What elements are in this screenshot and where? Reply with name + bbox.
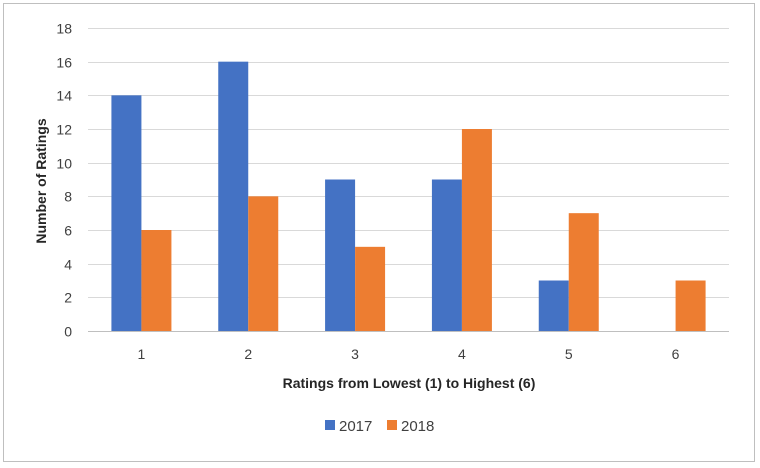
- bars: [111, 61, 706, 332]
- bar-2018-5: [568, 213, 599, 331]
- y-tick-label: 4: [64, 257, 72, 273]
- bar-2018-4: [461, 129, 492, 331]
- bar-2017-4: [431, 179, 462, 331]
- x-tick-label: 2: [244, 346, 252, 362]
- y-tick-label: 16: [56, 55, 72, 71]
- y-tick-label: 14: [56, 88, 72, 104]
- x-tick-labels: 1 2 3 4 5 6: [138, 346, 680, 362]
- y-tick-label: 2: [64, 290, 72, 306]
- legend: 2017 2018: [325, 418, 434, 435]
- y-tick-labels: 0 2 4 6 8 10 12 14 16 18: [56, 21, 72, 340]
- bar-2017-1: [111, 95, 142, 331]
- legend-label-2017: 2017: [339, 418, 372, 435]
- bar-2018-3: [355, 246, 386, 331]
- y-tick-label: 8: [64, 189, 72, 205]
- bar-2017-3: [325, 179, 356, 331]
- legend-swatch-2017: [325, 420, 335, 430]
- y-axis-title: Number of Ratings: [33, 118, 49, 243]
- y-tick-label: 18: [56, 21, 72, 37]
- y-tick-label: 0: [64, 324, 72, 340]
- legend-label-2018: 2018: [401, 418, 434, 435]
- y-tick-label: 6: [64, 223, 72, 239]
- gridlines: [88, 28, 729, 298]
- bar-2018-6: [675, 280, 706, 331]
- bar-2018-2: [248, 196, 279, 331]
- x-tick-label: 4: [458, 346, 466, 362]
- y-tick-label: 12: [56, 122, 72, 138]
- bar-2017-5: [538, 280, 569, 331]
- y-tick-label: 10: [56, 156, 72, 172]
- bar-2017-2: [218, 61, 249, 332]
- bar-2018-1: [141, 230, 172, 331]
- x-tick-label: 3: [351, 346, 359, 362]
- x-tick-label: 1: [138, 346, 146, 362]
- x-tick-label: 5: [565, 346, 573, 362]
- x-axis-title: Ratings from Lowest (1) to Highest (6): [283, 375, 536, 391]
- x-tick-label: 6: [672, 346, 680, 362]
- legend-swatch-2018: [387, 420, 397, 430]
